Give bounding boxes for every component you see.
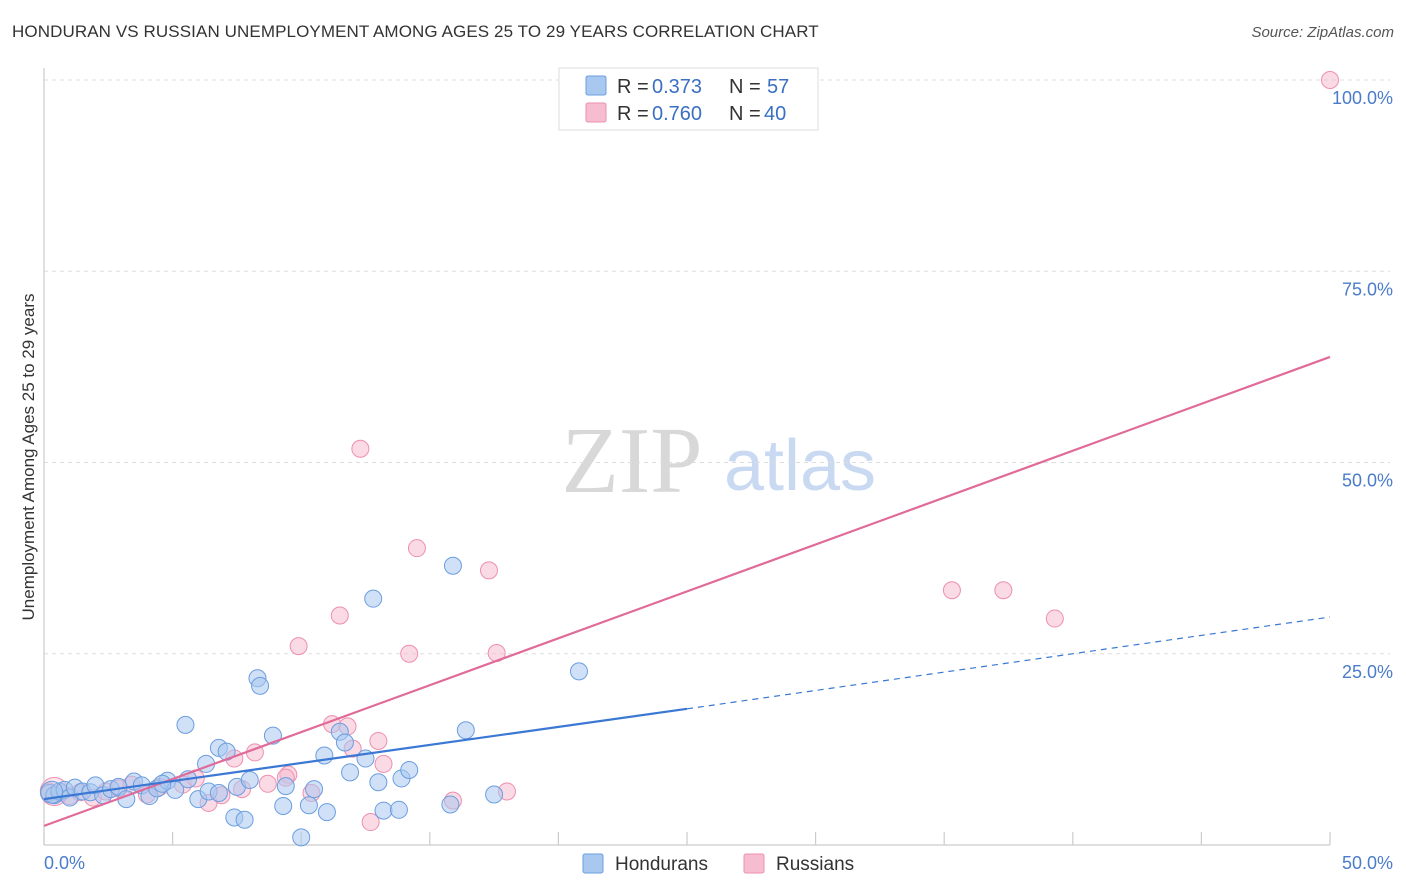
hondurans-point [389, 800, 408, 819]
russians-point [479, 561, 498, 580]
hondurans-point [240, 770, 259, 789]
hondurans-point [443, 556, 462, 575]
legend-label-russians: Russians [776, 854, 854, 875]
hondurans-point [274, 796, 293, 815]
hondurans-point [400, 761, 419, 780]
hondurans-trend-extension [686, 616, 1331, 710]
stats-n-label-russians: N = [729, 103, 761, 125]
hondurans-point [485, 785, 504, 804]
hondurans-point [569, 662, 588, 681]
x-tick-label-max: 50.0% [1342, 853, 1393, 873]
watermark-zip: ZIP [562, 409, 703, 513]
series-hondurans [40, 556, 588, 847]
y-tick-label: 25.0% [1342, 662, 1393, 682]
series-legend: Hondurans Russians [582, 853, 854, 875]
hondurans-point [299, 796, 318, 815]
hondurans-point [251, 676, 270, 695]
hondurans-point [235, 810, 254, 829]
trend-lines [43, 355, 1331, 827]
hondurans-point [364, 589, 383, 608]
hondurans-point [317, 803, 336, 822]
russians-point [1321, 71, 1339, 89]
hondurans-point [305, 780, 324, 799]
hondurans-point [276, 777, 295, 796]
stats-legend-swatch-hondurans [585, 75, 607, 96]
hondurans-point [335, 733, 354, 752]
hondurans-point [176, 715, 195, 734]
x-tick-label-min: 0.0% [44, 853, 85, 873]
legend-swatch-russians [743, 853, 765, 874]
hondurans-point [209, 783, 228, 802]
y-tick-label: 100.0% [1332, 88, 1393, 108]
stats-r-value-hondurans: 0.373 [652, 76, 702, 98]
y-tick-label: 50.0% [1342, 471, 1393, 491]
russians-point [289, 637, 308, 656]
stats-r-label-russians: R = [617, 103, 649, 125]
hondurans-point [456, 721, 475, 740]
russians-point [407, 539, 426, 558]
russians-point [258, 774, 277, 793]
y-axis-label: Unemployment Among Ages 25 to 29 years [19, 294, 38, 621]
y-tick-label: 75.0% [1342, 279, 1393, 299]
stats-r-label-hondurans: R = [617, 76, 649, 98]
russians-point [400, 644, 419, 663]
stats-n-value-russians: 40 [764, 103, 786, 125]
legend-swatch-hondurans [582, 853, 604, 874]
hondurans-point [374, 801, 393, 820]
legend-label-hondurans: Hondurans [615, 854, 708, 875]
y-tick-labels: 25.0% 50.0% 75.0% 100.0% [1332, 88, 1393, 682]
chart-source: Source: ZipAtlas.com [1251, 24, 1394, 41]
stats-legend: R = 0.373 N = 57 R = 0.760 N = 40 [558, 67, 819, 131]
russians-point [369, 731, 388, 750]
russians-point [361, 813, 380, 832]
hondurans-trend-line [43, 707, 688, 801]
watermark-atlas: atlas [724, 426, 876, 506]
russians-point [1045, 609, 1064, 628]
hondurans-point [292, 828, 311, 847]
hondurans-point [441, 795, 460, 814]
stats-r-value-russians: 0.760 [652, 103, 702, 125]
x-ticks [43, 832, 1331, 845]
russians-point [330, 606, 349, 625]
grid-lines [44, 79, 1390, 655]
hondurans-point [341, 763, 360, 782]
stats-n-value-hondurans: 57 [767, 76, 789, 98]
hondurans-point [369, 773, 388, 792]
russians-point [374, 754, 393, 773]
chart-title: HONDURAN VS RUSSIAN UNEMPLOYMENT AMONG A… [12, 22, 819, 41]
russians-point [994, 581, 1013, 600]
watermark: ZIP atlas [562, 409, 877, 513]
russians-point [351, 439, 370, 458]
russians-point [942, 581, 961, 600]
stats-n-label-hondurans: N = [729, 76, 761, 98]
russians-trend-line [43, 355, 1331, 827]
stats-legend-swatch-russians [585, 102, 607, 123]
hondurans-cluster-point [40, 780, 64, 804]
